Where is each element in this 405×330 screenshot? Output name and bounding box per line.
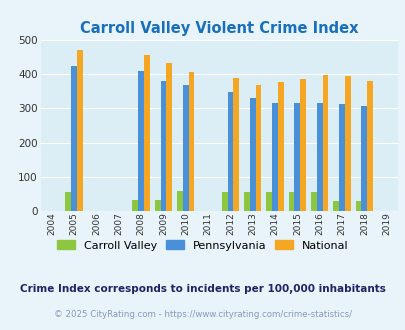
Bar [316,103,322,211]
Bar [322,75,328,211]
Bar [300,80,305,211]
Bar [132,200,138,211]
Bar [77,50,83,211]
Bar [227,92,233,211]
Text: © 2025 CityRating.com - https://www.cityrating.com/crime-statistics/: © 2025 CityRating.com - https://www.city… [54,310,351,319]
Bar [249,98,255,211]
Bar [266,192,271,211]
Bar [344,76,350,211]
Bar [243,192,249,211]
Legend: Carroll Valley, Pennsylvania, National: Carroll Valley, Pennsylvania, National [53,236,352,255]
Text: Crime Index corresponds to incidents per 100,000 inhabitants: Crime Index corresponds to incidents per… [20,284,385,294]
Bar [138,71,144,211]
Title: Carroll Valley Violent Crime Index: Carroll Valley Violent Crime Index [80,21,358,36]
Bar [160,81,166,211]
Bar [355,201,360,211]
Bar [360,106,367,211]
Bar [271,103,277,211]
Bar [166,63,172,211]
Bar [182,85,188,211]
Bar [65,192,71,211]
Bar [144,55,149,211]
Bar [294,103,300,211]
Bar [310,192,316,211]
Bar [233,79,239,211]
Bar [333,201,338,211]
Bar [221,192,227,211]
Bar [154,200,160,211]
Bar [71,66,77,211]
Bar [277,82,283,211]
Bar [177,191,182,211]
Bar [255,85,261,211]
Bar [288,192,294,211]
Bar [338,105,344,211]
Bar [188,72,194,211]
Bar [367,81,372,211]
